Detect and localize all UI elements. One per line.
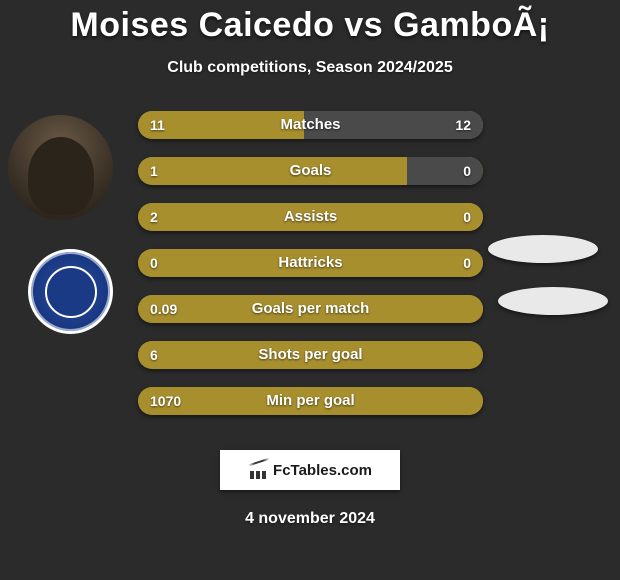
chart-icon (248, 459, 270, 481)
comparison-subtitle: Club competitions, Season 2024/2025 (0, 59, 620, 77)
snapshot-date: 4 november 2024 (0, 510, 620, 528)
stat-label: Min per goal (138, 387, 483, 415)
stat-row: Goals per match0.09 (138, 295, 483, 323)
stat-row: Min per goal1070 (138, 387, 483, 415)
stat-row: Goals1 0 (138, 157, 483, 185)
stat-value-left: 0.09 (150, 295, 177, 323)
player1-avatar (8, 115, 113, 220)
stat-value-right: 12 (455, 111, 471, 139)
stat-value-left: 0 (150, 249, 158, 277)
stat-label: Shots per goal (138, 341, 483, 369)
stat-label: Hattricks (138, 249, 483, 277)
stat-row: Hattricks0 0 (138, 249, 483, 277)
stat-label: Goals per match (138, 295, 483, 323)
stat-value-left: 11 (150, 111, 165, 139)
stat-value-left: 6 (150, 341, 158, 369)
stat-value-right: 0 (463, 157, 471, 185)
content-area: Matches1112Goals10Assists20Hattricks00Go… (0, 107, 620, 437)
stat-row: Matches11 12 (138, 111, 483, 139)
stat-label: Matches (138, 111, 483, 139)
stat-value-left: 1070 (150, 387, 181, 415)
stat-value-right: 0 (463, 249, 471, 277)
stat-value-left: 1 (150, 157, 158, 185)
player2-badge-placeholder-2 (498, 287, 608, 315)
fctables-logo: FcTables.com (220, 450, 400, 490)
stat-label: Goals (138, 157, 483, 185)
stat-row: Shots per goal6 (138, 341, 483, 369)
stat-value-right: 0 (463, 203, 471, 231)
logo-text: FcTables.com (273, 462, 372, 479)
comparison-title: Moises Caicedo vs GamboÃ¡ (0, 0, 620, 45)
stat-row: Assists2 0 (138, 203, 483, 231)
stat-label: Assists (138, 203, 483, 231)
stat-value-left: 2 (150, 203, 158, 231)
stat-bars: Matches1112Goals10Assists20Hattricks00Go… (138, 111, 483, 433)
player2-badge-placeholder-1 (488, 235, 598, 263)
player1-club-crest (28, 249, 113, 334)
